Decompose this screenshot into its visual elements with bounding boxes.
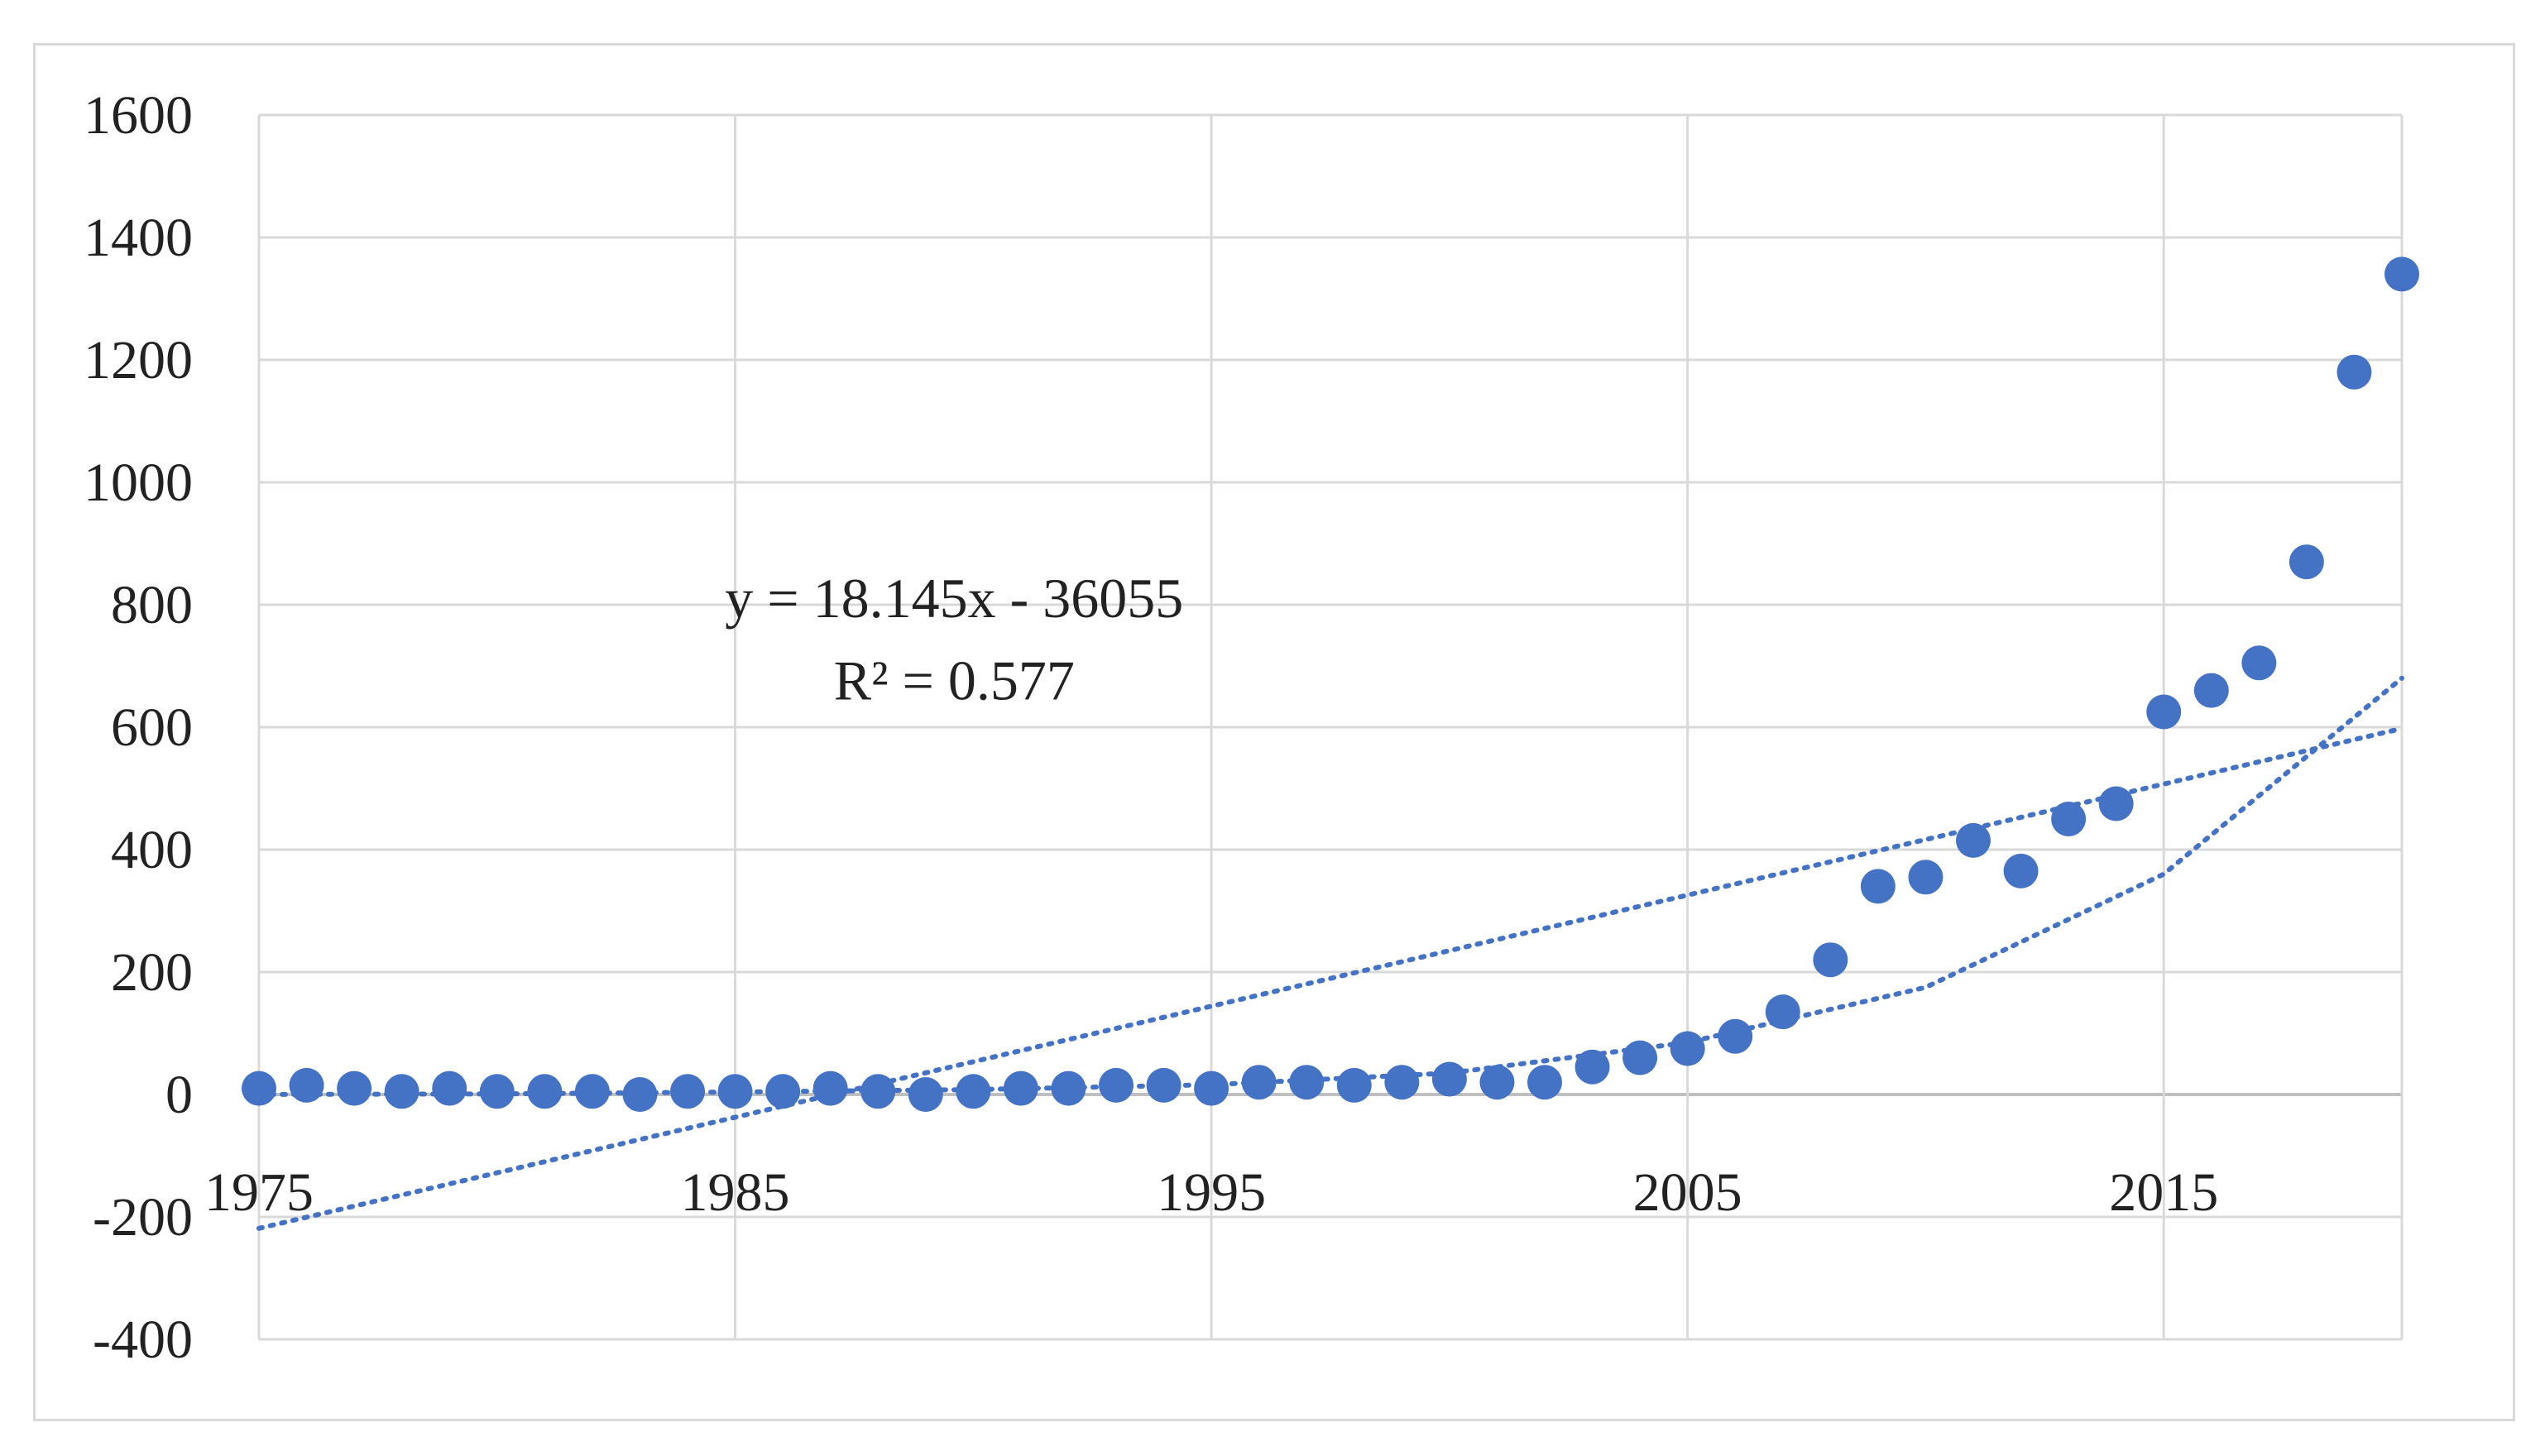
- chart-frame: 1600 1400 1200 1000 800 600 400 200 0 -200 -400 197…: [33, 43, 2515, 1421]
- data-point: [574, 1074, 610, 1109]
- y-tick-label: 1400: [84, 208, 193, 268]
- data-point: [1099, 1067, 1134, 1103]
- data-point: [622, 1077, 658, 1112]
- data-point: [956, 1074, 991, 1109]
- y-tick-label: 0: [165, 1065, 193, 1125]
- data-point: [2051, 802, 2087, 836]
- data-point: [2193, 673, 2229, 708]
- data-point: [2146, 694, 2182, 730]
- data-point: [860, 1074, 896, 1109]
- data-point: [1336, 1067, 1372, 1103]
- data-point: [765, 1074, 801, 1109]
- data-point: [1765, 994, 1800, 1030]
- data-point: [242, 1070, 276, 1106]
- y-tick-label: 1600: [84, 85, 193, 146]
- trendline-equation: y = 18.145x - 36055: [725, 567, 1183, 630]
- data-point: [1003, 1070, 1038, 1106]
- data-point: [1194, 1070, 1229, 1106]
- scatter-chart: 1600 1400 1200 1000 800 600 400 200 0 -200 -400 197…: [84, 85, 2419, 1370]
- data-point: [1956, 822, 1991, 858]
- data-point: [2337, 354, 2372, 390]
- data-point: [812, 1070, 848, 1106]
- y-tick-label: -200: [93, 1187, 193, 1248]
- data-point: [1431, 1061, 1467, 1097]
- linear-trendline: [256, 726, 2404, 1231]
- data-point: [289, 1067, 324, 1103]
- data-point: [527, 1074, 563, 1109]
- data-point: [1622, 1040, 1658, 1075]
- data-point: [479, 1074, 515, 1109]
- data-point: [2098, 786, 2134, 821]
- data-point: [337, 1070, 372, 1106]
- x-tick-label: 1975: [204, 1162, 314, 1223]
- data-point: [717, 1074, 753, 1109]
- data-point: [1146, 1067, 1181, 1103]
- data-point: [2384, 256, 2419, 292]
- x-tick-label: 2005: [1633, 1162, 1742, 1223]
- data-point: [1670, 1031, 1705, 1066]
- data-point: [1241, 1065, 1277, 1100]
- data-point: [1384, 1065, 1420, 1100]
- data-point: [2289, 544, 2324, 580]
- y-tick-label: 400: [111, 820, 193, 880]
- y-tick-label: -400: [93, 1310, 193, 1370]
- data-point: [1289, 1065, 1325, 1100]
- y-tick-label: 600: [111, 697, 193, 758]
- data-point: [1908, 860, 1943, 895]
- exponential-trendline: [256, 675, 2404, 1097]
- data-point: [670, 1074, 705, 1109]
- y-tick-label: 1200: [84, 330, 193, 390]
- data-point: [2241, 645, 2277, 681]
- y-tick-label: 200: [111, 942, 193, 1003]
- y-tick-label: 800: [111, 575, 193, 635]
- data-point: [1479, 1065, 1515, 1100]
- r-squared-label: R² = 0.577: [834, 649, 1075, 712]
- data-point: [1574, 1049, 1610, 1085]
- x-tick-label: 1985: [681, 1162, 790, 1223]
- data-point: [2003, 853, 2039, 888]
- y-tick-label: 1000: [84, 453, 193, 513]
- data-point: [1860, 869, 1896, 904]
- x-tick-label: 2015: [2109, 1162, 2218, 1223]
- data-point: [1527, 1065, 1562, 1100]
- data-point: [1813, 942, 1848, 978]
- x-tick-label: 1995: [1157, 1162, 1266, 1223]
- data-point: [384, 1074, 419, 1109]
- data-point: [432, 1070, 467, 1106]
- data-point: [908, 1077, 943, 1112]
- data-point: [1718, 1018, 1753, 1054]
- data-point: [1051, 1070, 1086, 1106]
